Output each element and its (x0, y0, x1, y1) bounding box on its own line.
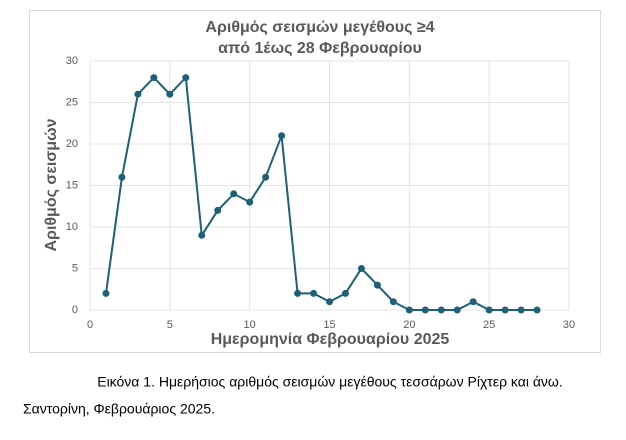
data-point (214, 206, 222, 214)
chart-title: από 1έως 28 Φεβρουαρίου (218, 40, 422, 57)
chart-title: Αριθμός σεισμών μεγέθους ≥4 (205, 19, 434, 36)
x-tick-label: 5 (167, 319, 173, 331)
x-axis-label: Ημερομηνία Φεβρουαρίου 2025 (211, 331, 450, 348)
y-tick-label: 20 (66, 138, 78, 150)
data-point (118, 173, 126, 181)
data-point (421, 306, 429, 314)
y-tick-label: 0 (72, 304, 78, 316)
x-tick-label: 10 (244, 319, 256, 331)
data-point (389, 298, 397, 306)
data-point (150, 74, 158, 82)
chart-frame (29, 10, 601, 353)
data-point (102, 289, 110, 297)
caption: Εικόνα 1. Ημερήσιος αριθμός σεισμών μεγέ… (97, 374, 563, 390)
data-point (373, 281, 381, 289)
y-tick-label: 25 (66, 96, 78, 108)
x-tick-label: 30 (563, 319, 575, 331)
data-point (246, 198, 254, 206)
data-point (405, 306, 413, 314)
data-point (469, 298, 477, 306)
data-line (104, 75, 538, 311)
data-point (182, 74, 190, 82)
data-point (437, 306, 445, 314)
x-tick-label: 25 (483, 319, 495, 331)
y-tick-label: 5 (72, 262, 78, 274)
data-point (278, 132, 286, 140)
x-tick-label: 15 (323, 319, 335, 331)
data-point (134, 90, 142, 98)
y-tick-label: 10 (66, 221, 78, 233)
caption: Σαντορίνη, Φεβρουάριος 2025. (23, 401, 215, 417)
x-tick-label: 0 (87, 319, 93, 331)
data-point (357, 265, 365, 272)
y-tick-label: 15 (66, 179, 78, 191)
data-point (198, 231, 206, 239)
data-point (166, 90, 174, 98)
y-axis-label: Αριθμός σεισμών (43, 118, 60, 251)
data-point (310, 289, 318, 297)
data-point (294, 289, 302, 297)
data-point (230, 190, 238, 198)
data-point (341, 289, 349, 297)
data-point (453, 306, 461, 314)
data-point (533, 306, 541, 314)
data-point (501, 306, 509, 314)
x-tick-label: 20 (403, 319, 415, 331)
y-tick-label: 30 (66, 55, 78, 67)
data-point (517, 306, 525, 314)
data-point (326, 298, 333, 306)
data-point (485, 306, 493, 314)
data-point (262, 173, 270, 181)
